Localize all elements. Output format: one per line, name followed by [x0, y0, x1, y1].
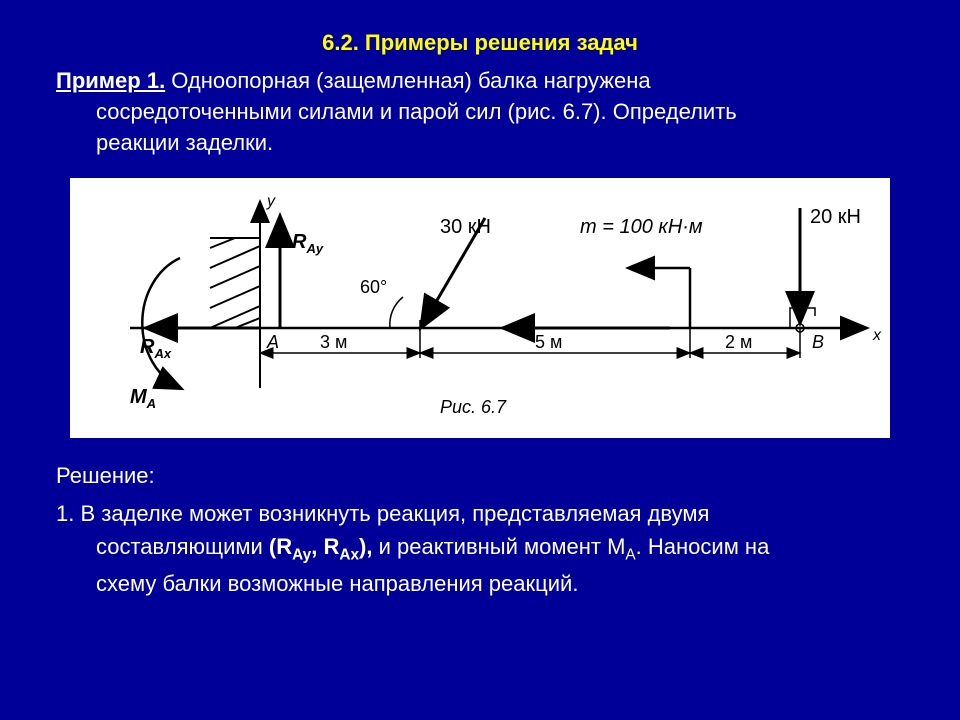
example-label: Пример 1.	[56, 68, 165, 93]
example-text-2: сосредоточенными силами и парой сил (рис…	[56, 97, 904, 128]
r-ay-label: RAy	[292, 231, 324, 256]
figure-container: x y RAy RAx MA A 30 кН	[70, 178, 890, 438]
figure-caption: Рис. 6.7	[440, 397, 507, 417]
example-text-3: реакции заделки.	[56, 128, 904, 159]
solution-line-2: составляющими (RAy, RAx), и реактивный м…	[56, 530, 904, 567]
force-20-label: 20 кН	[810, 206, 861, 228]
solution-label: Решение:	[56, 463, 904, 489]
dim-5m-label: 5 м	[535, 332, 562, 352]
x-axis-label: x	[872, 327, 882, 344]
angle-60-label: 60°	[360, 277, 387, 297]
angle-arc	[390, 297, 403, 328]
point-b-label: B	[812, 332, 824, 352]
point-a-label: A	[266, 332, 279, 352]
force-30-label: 30 кН	[440, 216, 491, 238]
dim-3m-label: 3 м	[320, 332, 347, 352]
solution-line-1: 1. В заделке может возникнуть реакция, п…	[56, 501, 709, 526]
solution-text: 1. В заделке может возникнуть реакция, п…	[56, 497, 904, 600]
beam-diagram: x y RAy RAx MA A 30 кН	[70, 178, 890, 438]
example-text-1: Одноопорная (защемленная) балка нагружен…	[165, 68, 650, 93]
dim-2m-label: 2 м	[725, 332, 752, 352]
example-intro: Пример 1. Одноопорная (защемленная) балк…	[56, 66, 904, 158]
solution-line-3: схему балки возможные направления реакци…	[56, 567, 904, 600]
moment-m-label: m = 100 кН·м	[580, 216, 703, 238]
moment-ma-arc	[142, 258, 180, 388]
fixed-support-hatching	[210, 238, 260, 328]
section-title: 6.2. Примеры решения задач	[56, 30, 904, 56]
m-a-label: MA	[130, 386, 156, 411]
y-axis-label: y	[266, 193, 276, 210]
